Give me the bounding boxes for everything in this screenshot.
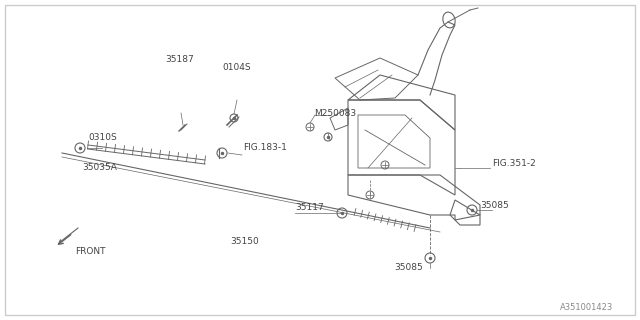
Text: 35187: 35187 [165, 55, 194, 65]
Text: 35085: 35085 [394, 263, 423, 273]
Text: 35035A: 35035A [82, 164, 117, 172]
Text: 0310S: 0310S [88, 132, 116, 141]
Text: 35150: 35150 [230, 237, 259, 246]
Text: FRONT: FRONT [75, 247, 106, 257]
Text: FIG.183-1: FIG.183-1 [243, 143, 287, 153]
Text: M250083: M250083 [314, 108, 356, 117]
Text: FIG.351-2: FIG.351-2 [492, 158, 536, 167]
Text: 35117: 35117 [295, 204, 324, 212]
Text: 0104S: 0104S [222, 63, 251, 73]
Text: 35085: 35085 [480, 201, 509, 210]
Text: A351001423: A351001423 [560, 303, 613, 313]
